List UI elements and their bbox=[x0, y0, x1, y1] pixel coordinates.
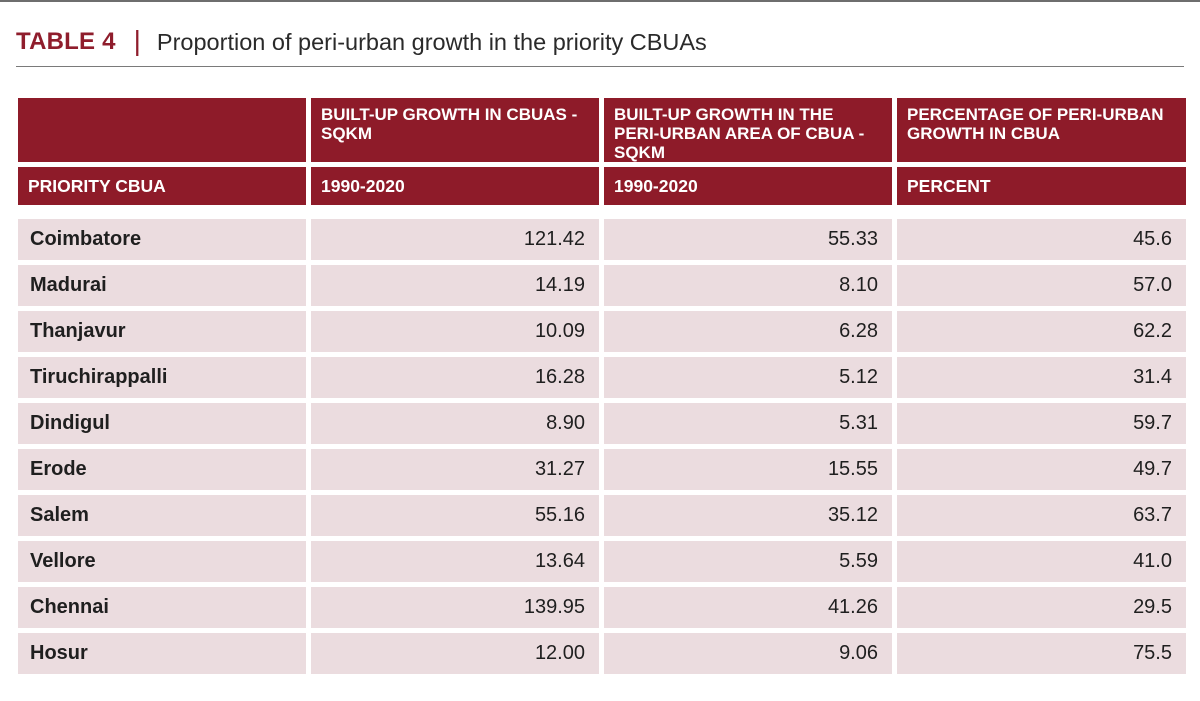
percent-cell: 59.7 bbox=[897, 403, 1186, 444]
percent-cell: 31.4 bbox=[897, 357, 1186, 398]
table-row: Thanjavur 10.09 6.28 62.2 bbox=[18, 311, 1186, 352]
percent-cell: 57.0 bbox=[897, 265, 1186, 306]
table-number: TABLE 4 bbox=[16, 28, 116, 55]
built-up-cell: 8.90 bbox=[311, 403, 599, 444]
peri-urban-cell: 6.28 bbox=[604, 311, 892, 352]
table-row: Tiruchirappalli 16.28 5.12 31.4 bbox=[18, 357, 1186, 398]
header-cell-percent: PERCENTAGE OF PERI-URBAN GROWTH IN CBUA bbox=[897, 98, 1186, 162]
built-up-cell: 13.64 bbox=[311, 541, 599, 582]
peri-urban-cell: 9.06 bbox=[604, 633, 892, 674]
cbua-cell: Thanjavur bbox=[18, 311, 306, 352]
cbua-cell: Vellore bbox=[18, 541, 306, 582]
table-row: Erode 31.27 15.55 49.7 bbox=[18, 449, 1186, 490]
table-row: Salem 55.16 35.12 63.7 bbox=[18, 495, 1186, 536]
percent-cell: 29.5 bbox=[897, 587, 1186, 628]
cbua-cell: Salem bbox=[18, 495, 306, 536]
cbua-cell: Dindigul bbox=[18, 403, 306, 444]
table-row: Coimbatore 121.42 55.33 45.6 bbox=[18, 219, 1186, 260]
cbua-cell: Madurai bbox=[18, 265, 306, 306]
table-row: Chennai 139.95 41.26 29.5 bbox=[18, 587, 1186, 628]
built-up-cell: 139.95 bbox=[311, 587, 599, 628]
subheader-cell-built-up: 1990-2020 bbox=[311, 167, 599, 205]
subheader-row: PRIORITY CBUA 1990-2020 1990-2020 PERCEN… bbox=[18, 167, 1186, 205]
title-separator: | bbox=[133, 25, 141, 56]
peri-urban-cell: 15.55 bbox=[604, 449, 892, 490]
built-up-cell: 121.42 bbox=[311, 219, 599, 260]
header-cell-cbua bbox=[18, 98, 306, 162]
peri-urban-cell: 5.12 bbox=[604, 357, 892, 398]
table-row: Dindigul 8.90 5.31 59.7 bbox=[18, 403, 1186, 444]
header-row: BUILT-UP GROWTH IN CBUAS - SQKM BUILT-UP… bbox=[18, 98, 1186, 162]
peri-urban-cell: 8.10 bbox=[604, 265, 892, 306]
table-row: Madurai 14.19 8.10 57.0 bbox=[18, 265, 1186, 306]
cbua-cell: Erode bbox=[18, 449, 306, 490]
table-row: Hosur 12.00 9.06 75.5 bbox=[18, 633, 1186, 674]
built-up-cell: 55.16 bbox=[311, 495, 599, 536]
built-up-cell: 16.28 bbox=[311, 357, 599, 398]
cbua-cell: Hosur bbox=[18, 633, 306, 674]
table-title-bar: TABLE 4 | Proportion of peri-urban growt… bbox=[16, 18, 1184, 67]
table-caption: Proportion of peri-urban growth in the p… bbox=[156, 28, 707, 55]
built-up-cell: 10.09 bbox=[311, 311, 599, 352]
subheader-cell-peri-urban: 1990-2020 bbox=[604, 167, 892, 205]
subheader-cell-cbua: PRIORITY CBUA bbox=[18, 167, 306, 205]
built-up-cell: 12.00 bbox=[311, 633, 599, 674]
table-row: Vellore 13.64 5.59 41.0 bbox=[18, 541, 1186, 582]
peri-urban-growth-table: BUILT-UP GROWTH IN CBUAS - SQKM BUILT-UP… bbox=[13, 93, 1191, 679]
header-cell-built-up: BUILT-UP GROWTH IN CBUAS - SQKM bbox=[311, 98, 599, 162]
cbua-cell: Chennai bbox=[18, 587, 306, 628]
peri-urban-cell: 55.33 bbox=[604, 219, 892, 260]
built-up-cell: 31.27 bbox=[311, 449, 599, 490]
percent-cell: 49.7 bbox=[897, 449, 1186, 490]
percent-cell: 75.5 bbox=[897, 633, 1186, 674]
cbua-cell: Tiruchirappalli bbox=[18, 357, 306, 398]
top-rule bbox=[0, 0, 1200, 2]
cbua-cell: Coimbatore bbox=[18, 219, 306, 260]
percent-cell: 41.0 bbox=[897, 541, 1186, 582]
peri-urban-cell: 35.12 bbox=[604, 495, 892, 536]
built-up-cell: 14.19 bbox=[311, 265, 599, 306]
percent-cell: 45.6 bbox=[897, 219, 1186, 260]
peri-urban-cell: 5.31 bbox=[604, 403, 892, 444]
header-cell-peri-urban: BUILT-UP GROWTH IN THE PERI-URBAN AREA O… bbox=[604, 98, 892, 162]
peri-urban-cell: 5.59 bbox=[604, 541, 892, 582]
table-body: Coimbatore 121.42 55.33 45.6 Madurai 14.19 8.1… bbox=[18, 219, 1186, 674]
subheader-cell-percent: PERCENT bbox=[897, 167, 1186, 205]
percent-cell: 63.7 bbox=[897, 495, 1186, 536]
percent-cell: 62.2 bbox=[897, 311, 1186, 352]
peri-urban-cell: 41.26 bbox=[604, 587, 892, 628]
